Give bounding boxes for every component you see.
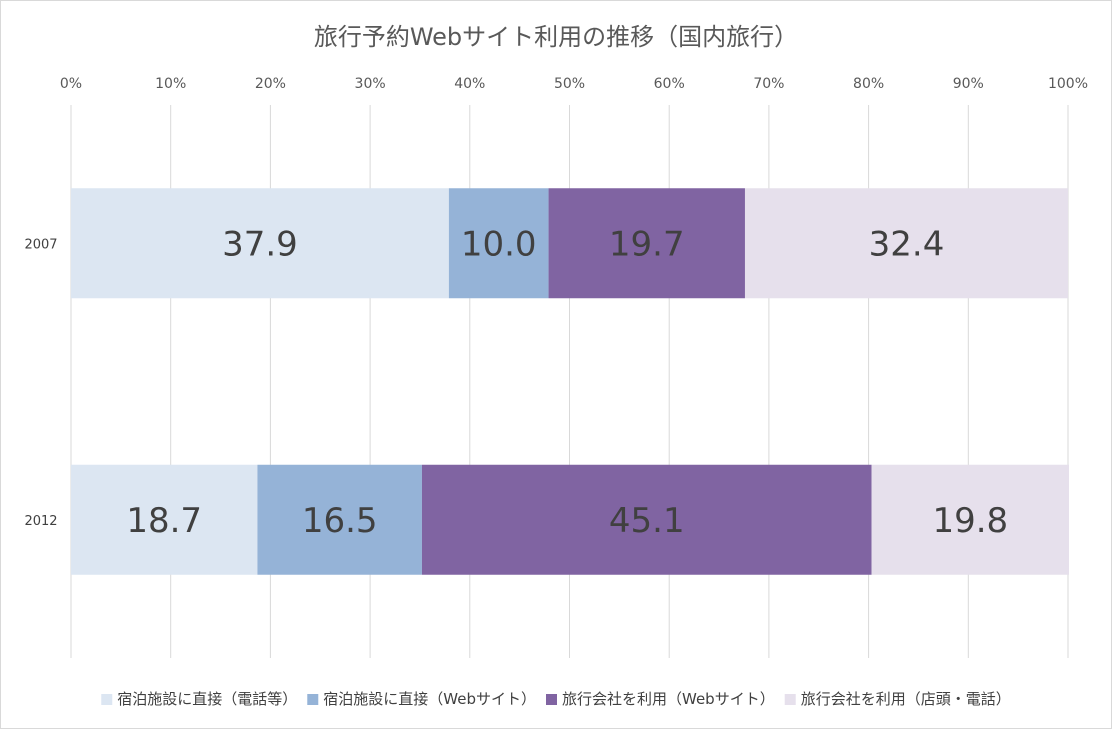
bar-value-label: 37.9 xyxy=(222,224,298,264)
chart-title: 旅行予約Webサイト利用の推移（国内旅行） xyxy=(314,23,798,51)
bar-segment xyxy=(871,464,1069,575)
legend-label: 宿泊施設に直接（Webサイト） xyxy=(323,690,536,708)
legend-swatch xyxy=(307,694,319,705)
legend-item: 旅行会社を利用（Webサイト） xyxy=(546,690,775,708)
legend-label: 旅行会社を利用（Webサイト） xyxy=(562,690,775,708)
bar-value-label: 10.0 xyxy=(461,224,537,264)
x-axis-ticks: 0% 10% 20% 30% 40% 50% 60% 70% 80% 90% 100% xyxy=(60,76,1088,92)
x-tick-label: 0% xyxy=(60,76,82,92)
bar-value-label: 45.1 xyxy=(609,501,685,541)
x-tick-label: 60% xyxy=(654,76,685,92)
x-tick-label: 20% xyxy=(255,76,286,92)
bar-value-label: 19.8 xyxy=(932,501,1008,541)
x-tick-label: 90% xyxy=(953,76,984,92)
legend-item: 宿泊施設に直接（Webサイト） xyxy=(307,690,536,708)
bar-value-label: 32.4 xyxy=(869,224,945,264)
bar-segment xyxy=(448,188,549,299)
bar-segment xyxy=(71,464,258,575)
bar-value-label: 16.5 xyxy=(302,501,378,541)
legend: 宿泊施設に直接（電話等） 宿泊施設に直接（Webサイト） 旅行会社を利用（Webサイ… xyxy=(101,690,1011,708)
bar-segment xyxy=(71,188,449,299)
y-category-label: 2012 xyxy=(24,514,57,529)
legend-label: 宿泊施設に直接（電話等） xyxy=(117,690,297,708)
x-tick-label: 30% xyxy=(355,76,386,92)
bar-value-label: 18.7 xyxy=(126,501,202,541)
x-tick-label: 40% xyxy=(454,76,485,92)
x-tick-label: 50% xyxy=(554,76,585,92)
bars: 37.9 10.0 19.7 32.4 18.7 16.5 45.1 19.8 xyxy=(71,188,1069,575)
legend-item: 宿泊施設に直接（電話等） xyxy=(101,690,297,708)
bar-segment xyxy=(421,464,872,575)
y-axis-categories: 2007 2012 xyxy=(24,237,57,529)
legend-item: 旅行会社を利用（店頭・電話） xyxy=(784,690,1011,708)
gridlines xyxy=(70,105,1069,658)
legend-swatch xyxy=(101,694,113,705)
bar-segment xyxy=(548,188,745,299)
y-category-label: 2007 xyxy=(24,237,57,252)
legend-label: 旅行会社を利用（店頭・電話） xyxy=(801,690,1011,708)
bar-segment xyxy=(257,464,422,575)
x-tick-label: 100% xyxy=(1048,76,1088,92)
x-tick-label: 80% xyxy=(853,76,884,92)
x-tick-label: 10% xyxy=(155,76,186,92)
bar-segment xyxy=(744,188,1068,299)
legend-swatch xyxy=(546,694,557,705)
x-tick-label: 70% xyxy=(753,76,784,92)
legend-swatch xyxy=(784,694,796,705)
bar-value-label: 19.7 xyxy=(609,224,685,264)
